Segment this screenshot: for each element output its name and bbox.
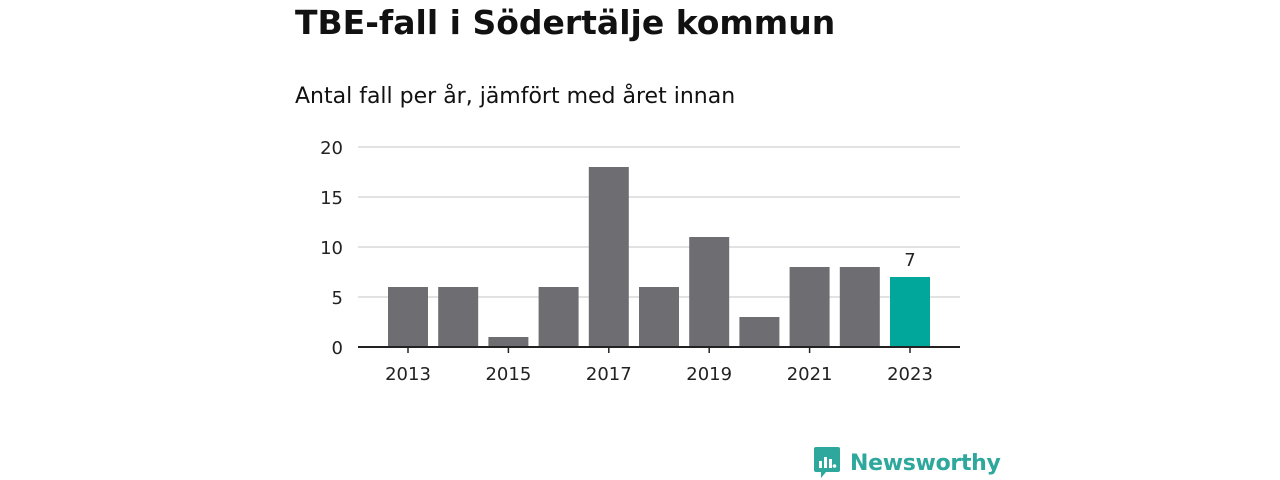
- x-tick-label: 2013: [385, 364, 431, 385]
- bar: [890, 277, 930, 347]
- bar: [438, 287, 479, 347]
- bar: [488, 337, 529, 347]
- x-tick-label: 2017: [586, 364, 632, 385]
- bar-chart: 0 5 10 15 20 7 2013 2015 2017 2019 2021 2023: [320, 138, 960, 385]
- newsworthy-logo-icon: [814, 447, 840, 478]
- brand-logo: Newsworthy: [813, 445, 1001, 480]
- bar: [839, 267, 880, 347]
- bar: [739, 317, 780, 347]
- y-tick-label: 10: [320, 238, 343, 259]
- x-tick-label: 2015: [485, 364, 531, 385]
- chart-subtitle: Antal fall per år, jämfört med året inna…: [295, 84, 736, 109]
- y-tick-label: 15: [320, 188, 343, 209]
- x-tick-label: 2019: [686, 364, 732, 385]
- y-tick-label: 0: [332, 338, 343, 359]
- x-tick-label: 2021: [787, 364, 833, 385]
- y-tick-label: 5: [332, 288, 343, 309]
- brand-name: Newsworthy: [850, 450, 1001, 476]
- bar: [538, 287, 579, 347]
- bar: [588, 167, 629, 347]
- x-tick-label: 2023: [887, 364, 933, 385]
- bar: [789, 267, 830, 347]
- y-tick-label: 20: [320, 138, 343, 159]
- bar: [388, 287, 428, 347]
- data-label: 7: [904, 250, 915, 271]
- chart-title: TBE-fall i Södertälje kommun: [295, 3, 836, 42]
- bar: [639, 287, 679, 347]
- bar: [689, 237, 730, 347]
